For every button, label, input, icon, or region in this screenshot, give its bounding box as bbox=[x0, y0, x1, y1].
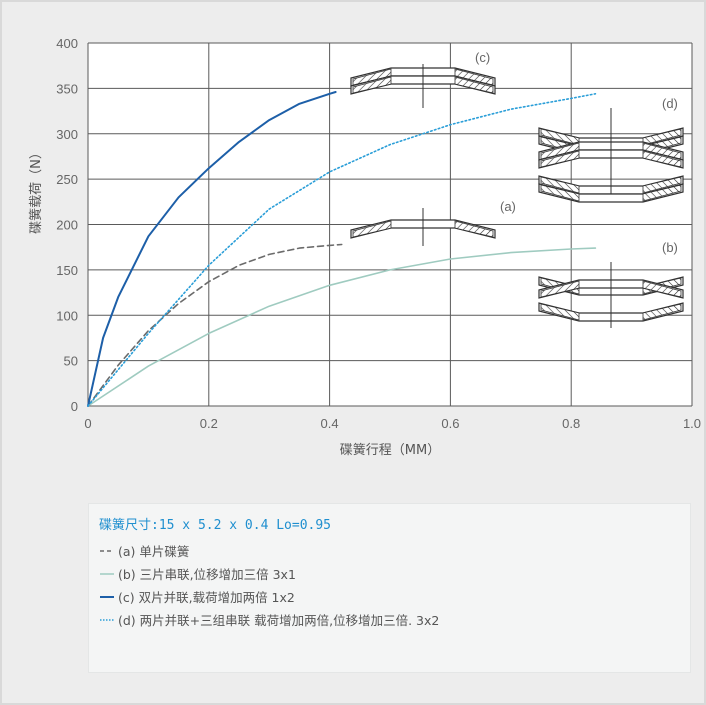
x-axis-title: 碟簧行程（MM） bbox=[340, 442, 440, 458]
diagram-tag-d: (d) bbox=[662, 96, 678, 111]
y-axis-title: 碟簧载荷（N） bbox=[28, 146, 44, 234]
y-tick-label: 200 bbox=[56, 218, 78, 233]
legend-swatch bbox=[99, 569, 115, 579]
legend-swatch bbox=[99, 592, 115, 602]
legend-swatch bbox=[99, 546, 115, 556]
x-tick-label: 0.6 bbox=[441, 416, 459, 431]
x-tick-label: 1.0 bbox=[683, 416, 701, 431]
y-tick-label: 250 bbox=[56, 172, 78, 187]
legend-list: (a) 单片碟簧 (b) 三片串联,位移增加三倍 3x1 (c) 双片并联,载荷增加… bbox=[99, 539, 690, 631]
y-tick-label: 150 bbox=[56, 263, 78, 278]
legend-swatch bbox=[99, 615, 115, 625]
y-tick-label: 0 bbox=[71, 399, 78, 414]
x-tick-label: 0.4 bbox=[321, 416, 339, 431]
diagram-tag-c: (c) bbox=[475, 50, 490, 65]
y-tick-label: 100 bbox=[56, 308, 78, 323]
y-tick-label: 50 bbox=[64, 354, 78, 369]
legend-box: 碟簧尺寸:15 x 5.2 x 0.4 Lo=0.95 (a) 单片碟簧 (b) … bbox=[88, 503, 691, 673]
x-tick-label: 0 bbox=[84, 416, 91, 431]
legend-item: (d) 两片并联+三组串联 载荷增加两倍,位移增加三倍. 3x2 bbox=[99, 608, 690, 631]
y-tick-label: 350 bbox=[56, 81, 78, 96]
diagram-tag-a: (a) bbox=[500, 199, 516, 214]
legend-label: (c) 双片并联,载荷增加两倍 1x2 bbox=[118, 587, 295, 606]
x-tick-label: 0.8 bbox=[562, 416, 580, 431]
diagram-tag-b: (b) bbox=[662, 240, 678, 255]
legend-label: (b) 三片串联,位移增加三倍 3x1 bbox=[118, 564, 296, 583]
legend-label: (a) 单片碟簧 bbox=[118, 541, 189, 560]
y-tick-label: 400 bbox=[56, 36, 78, 51]
y-tick-label: 300 bbox=[56, 127, 78, 142]
legend-item: (c) 双片并联,载荷增加两倍 1x2 bbox=[99, 585, 690, 608]
legend-item: (b) 三片串联,位移增加三倍 3x1 bbox=[99, 562, 690, 585]
x-tick-label: 0.2 bbox=[200, 416, 218, 431]
legend-item: (a) 单片碟簧 bbox=[99, 539, 690, 562]
legend-title: 碟簧尺寸:15 x 5.2 x 0.4 Lo=0.95 bbox=[99, 514, 690, 533]
legend-label: (d) 两片并联+三组串联 载荷增加两倍,位移增加三倍. 3x2 bbox=[118, 610, 439, 629]
